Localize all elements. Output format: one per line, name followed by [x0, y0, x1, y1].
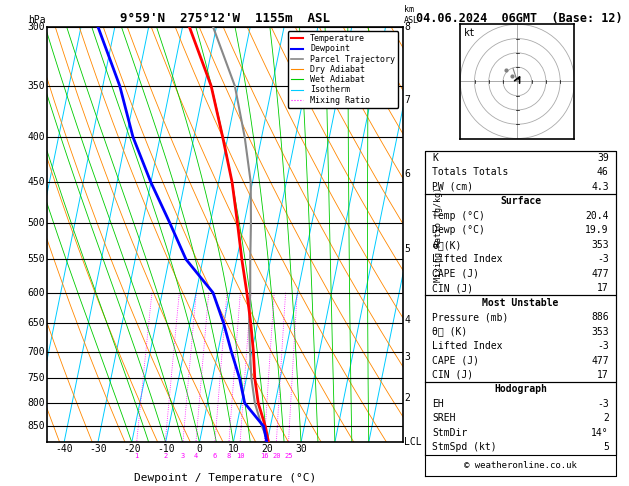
- Text: 14°: 14°: [591, 428, 609, 438]
- Text: CIN (J): CIN (J): [432, 370, 474, 380]
- Text: 477: 477: [591, 269, 609, 278]
- Text: 353: 353: [591, 240, 609, 250]
- Text: PW (cm): PW (cm): [432, 182, 474, 192]
- Text: 600: 600: [28, 288, 45, 298]
- Text: θᴄ(K): θᴄ(K): [432, 240, 462, 250]
- Text: 550: 550: [28, 254, 45, 264]
- Text: Dewpoint / Temperature (°C): Dewpoint / Temperature (°C): [134, 473, 316, 484]
- Text: Dewp (°C): Dewp (°C): [432, 225, 485, 235]
- Text: 7: 7: [404, 95, 410, 105]
- Text: 16: 16: [260, 452, 269, 459]
- Text: CAPE (J): CAPE (J): [432, 269, 479, 278]
- Text: -10: -10: [157, 444, 174, 454]
- Text: -3: -3: [597, 254, 609, 264]
- Text: 886: 886: [591, 312, 609, 322]
- Text: 3: 3: [181, 452, 185, 459]
- Text: 400: 400: [28, 132, 45, 142]
- Text: km
ASL: km ASL: [404, 5, 420, 25]
- Text: © weatheronline.co.uk: © weatheronline.co.uk: [464, 461, 577, 470]
- Text: EH: EH: [432, 399, 444, 409]
- Text: 46: 46: [597, 167, 609, 177]
- Text: -3: -3: [597, 341, 609, 351]
- Text: 2: 2: [163, 452, 167, 459]
- Text: 300: 300: [28, 22, 45, 32]
- Text: CAPE (J): CAPE (J): [432, 355, 479, 365]
- Text: 477: 477: [591, 355, 609, 365]
- Text: StmSpd (kt): StmSpd (kt): [432, 442, 497, 452]
- Text: K: K: [432, 153, 438, 163]
- Text: 2: 2: [603, 414, 609, 423]
- Text: Hodograph: Hodograph: [494, 384, 547, 395]
- Text: Most Unstable: Most Unstable: [482, 297, 559, 308]
- Text: 3: 3: [404, 352, 410, 362]
- Text: 650: 650: [28, 318, 45, 329]
- Text: 1: 1: [135, 452, 139, 459]
- Text: θᴄ (K): θᴄ (K): [432, 327, 467, 337]
- Text: CIN (J): CIN (J): [432, 283, 474, 293]
- Text: 5: 5: [603, 442, 609, 452]
- Text: 17: 17: [597, 283, 609, 293]
- Text: 850: 850: [28, 421, 45, 432]
- Text: 6: 6: [404, 169, 410, 179]
- Text: 4: 4: [194, 452, 198, 459]
- Text: 4.3: 4.3: [591, 182, 609, 192]
- Text: 20: 20: [272, 452, 281, 459]
- Text: Lifted Index: Lifted Index: [432, 254, 503, 264]
- Text: -40: -40: [55, 444, 73, 454]
- Text: 8: 8: [227, 452, 231, 459]
- Text: SREH: SREH: [432, 414, 456, 423]
- Text: StmDir: StmDir: [432, 428, 467, 438]
- Text: 9°59'N  275°12'W  1155m  ASL: 9°59'N 275°12'W 1155m ASL: [120, 12, 330, 25]
- Text: 10: 10: [236, 452, 244, 459]
- Text: Mixing Ratio (g/kg): Mixing Ratio (g/kg): [433, 187, 443, 282]
- Legend: Temperature, Dewpoint, Parcel Trajectory, Dry Adiabat, Wet Adiabat, Isotherm, Mi: Temperature, Dewpoint, Parcel Trajectory…: [287, 31, 398, 108]
- Text: 17: 17: [597, 370, 609, 380]
- Text: 800: 800: [28, 398, 45, 408]
- Text: -3: -3: [597, 399, 609, 409]
- Text: -30: -30: [89, 444, 107, 454]
- Text: Temp (°C): Temp (°C): [432, 211, 485, 221]
- Text: hPa: hPa: [28, 15, 45, 25]
- Text: 5: 5: [404, 243, 410, 254]
- Text: 500: 500: [28, 218, 45, 228]
- Text: 20.4: 20.4: [585, 211, 609, 221]
- Text: -20: -20: [123, 444, 141, 454]
- Text: 350: 350: [28, 81, 45, 91]
- Text: Surface: Surface: [500, 196, 541, 207]
- Text: 700: 700: [28, 347, 45, 357]
- Text: kt: kt: [464, 28, 476, 38]
- Text: 25: 25: [284, 452, 292, 459]
- Text: 353: 353: [591, 327, 609, 337]
- Text: 30: 30: [295, 444, 307, 454]
- Text: Totals Totals: Totals Totals: [432, 167, 509, 177]
- Text: 10: 10: [228, 444, 239, 454]
- Text: 04.06.2024  06GMT  (Base: 12): 04.06.2024 06GMT (Base: 12): [416, 12, 622, 25]
- Text: 19.9: 19.9: [585, 225, 609, 235]
- Text: 450: 450: [28, 177, 45, 187]
- Text: 750: 750: [28, 373, 45, 383]
- Text: Lifted Index: Lifted Index: [432, 341, 503, 351]
- Text: 6: 6: [213, 452, 217, 459]
- Text: 8: 8: [404, 22, 410, 32]
- Text: 20: 20: [261, 444, 273, 454]
- Text: Pressure (mb): Pressure (mb): [432, 312, 509, 322]
- Text: 4: 4: [404, 315, 410, 326]
- Text: 0: 0: [196, 444, 203, 454]
- Text: 2: 2: [404, 393, 410, 403]
- Text: LCL: LCL: [404, 437, 422, 447]
- Text: 39: 39: [597, 153, 609, 163]
